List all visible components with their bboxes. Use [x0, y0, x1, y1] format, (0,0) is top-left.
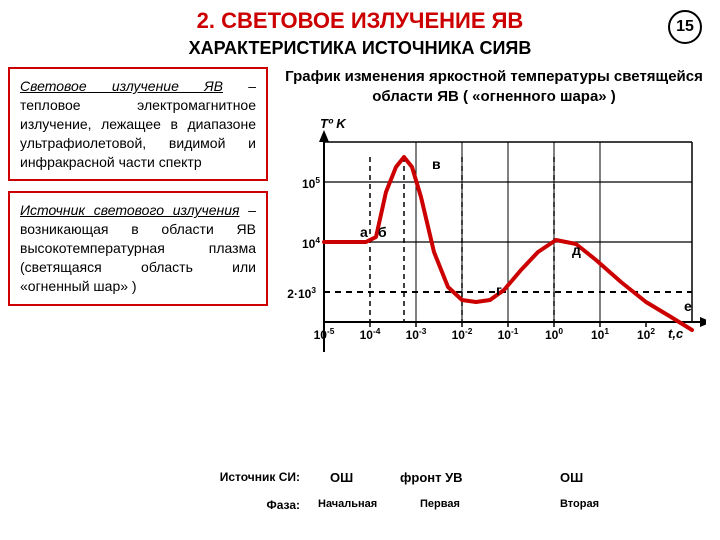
x-tick-2: 10-3 [398, 326, 434, 342]
definition-box-2: Источник светового излучения – возникающ… [8, 191, 268, 305]
point-b: б [378, 224, 387, 240]
point-g: г [496, 282, 502, 298]
phase-cell-2: Вторая [560, 498, 599, 510]
point-a: а [360, 224, 368, 240]
right-column: График изменения яркостной температуры с… [276, 67, 712, 412]
y-tick-0: 105 [280, 175, 320, 191]
term-2: Источник светового излучения [20, 202, 239, 218]
point-v: в [432, 156, 441, 172]
source-cell-0: ОШ [330, 470, 353, 485]
page-number-badge: 15 [668, 10, 702, 44]
page-title: 2. СВЕТОВОЕ ИЗЛУЧЕНИЕ ЯВ [197, 8, 524, 34]
term-1: Световое излучение ЯВ [20, 78, 223, 94]
x-tick-1: 10-4 [352, 326, 388, 342]
phase-cell-1: Первая [420, 498, 460, 510]
y-tick-2: 2·103 [276, 285, 316, 301]
x-tick-0: 10-5 [306, 326, 342, 342]
phase-cell-0: Начальная [318, 498, 377, 510]
x-axis-label: t,с [668, 326, 683, 341]
chart-title: График изменения яркостной температуры с… [276, 67, 712, 106]
x-tick-6: 101 [582, 326, 618, 342]
source-cell-1: фронт УВ [400, 470, 463, 485]
subtitle: ХАРАКТЕРИСТИКА ИСТОЧНИКА СИЯВ [0, 38, 720, 59]
source-cell-2: ОШ [560, 470, 583, 485]
point-e: е [684, 298, 692, 314]
bottom-info-rows: Источник СИ: ОШ фронт УВ ОШ Фаза: Началь… [0, 470, 720, 520]
x-tick-3: 10-2 [444, 326, 480, 342]
y-tick-1: 104 [280, 235, 320, 251]
definition-box-1: Световое излучение ЯВ – тепловое электро… [8, 67, 268, 181]
x-tick-7: 102 [628, 326, 664, 342]
phase-row-label: Фаза: [0, 498, 300, 512]
x-tick-4: 10-1 [490, 326, 526, 342]
point-d: д [572, 242, 581, 258]
temperature-chart: Tº K 105 104 2·103 а б в г д е 10-5 10-4… [276, 112, 706, 412]
source-row-label: Источник СИ: [0, 470, 300, 484]
y-axis-label: Tº K [320, 116, 346, 131]
left-column: Световое излучение ЯВ – тепловое электро… [8, 67, 268, 412]
x-tick-5: 100 [536, 326, 572, 342]
